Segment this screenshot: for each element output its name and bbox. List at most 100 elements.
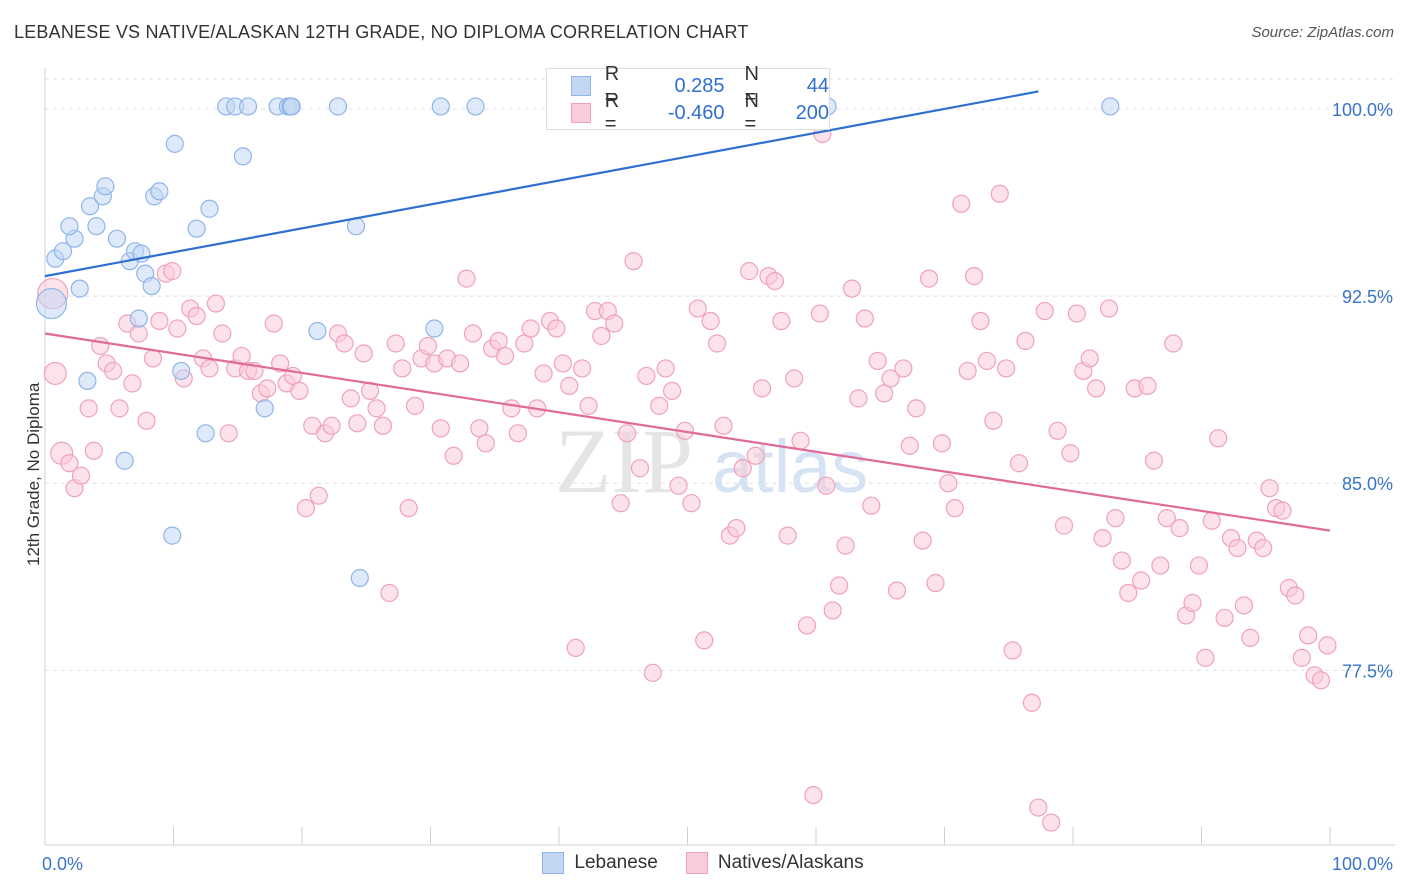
data-point bbox=[431, 97, 450, 116]
data-point bbox=[740, 262, 759, 281]
data-point bbox=[143, 349, 163, 368]
data-point bbox=[238, 97, 258, 116]
legend-item-lebanese[interactable]: Lebanese bbox=[542, 852, 658, 874]
data-point bbox=[79, 399, 98, 418]
data-point bbox=[573, 359, 592, 378]
data-point bbox=[1157, 509, 1176, 528]
data-point bbox=[984, 411, 1003, 430]
data-point bbox=[752, 379, 772, 398]
legend-r-label: R = bbox=[604, 63, 620, 108]
x-tick-labels: 0.0% 100.0% bbox=[42, 854, 1393, 874]
data-point bbox=[87, 217, 106, 236]
axes bbox=[44, 68, 1395, 846]
data-point bbox=[115, 451, 134, 470]
data-point bbox=[926, 573, 945, 593]
data-point bbox=[71, 466, 91, 485]
data-point bbox=[60, 217, 79, 236]
data-point bbox=[733, 459, 752, 478]
data-point bbox=[804, 785, 823, 805]
legend-n-value: 44 bbox=[806, 74, 829, 97]
data-point bbox=[70, 279, 89, 298]
legend-r-value: -0.460 bbox=[667, 101, 725, 124]
data-point bbox=[849, 389, 868, 408]
data-point bbox=[592, 326, 611, 346]
data-point bbox=[971, 311, 990, 331]
data-point bbox=[964, 267, 984, 286]
data-point bbox=[348, 414, 367, 433]
data-point bbox=[1003, 641, 1022, 660]
data-point bbox=[271, 354, 290, 373]
data-point bbox=[817, 476, 836, 495]
data-point bbox=[605, 314, 624, 333]
x-tick-label: 100.0% bbox=[1332, 854, 1393, 874]
data-point bbox=[110, 399, 129, 418]
data-point bbox=[990, 184, 1009, 203]
legend-swatch-lebanese bbox=[571, 76, 591, 96]
data-point bbox=[765, 272, 784, 291]
data-point bbox=[701, 311, 720, 331]
data-point bbox=[137, 411, 156, 430]
data-point bbox=[163, 262, 182, 281]
data-point bbox=[1087, 379, 1106, 398]
data-point bbox=[778, 526, 797, 545]
data-point bbox=[1035, 301, 1054, 321]
legend-swatch-natives bbox=[685, 852, 708, 874]
data-point bbox=[1215, 608, 1234, 628]
data-point bbox=[618, 424, 637, 443]
trend-lines bbox=[44, 90, 1331, 532]
data-point bbox=[695, 631, 714, 650]
data-point bbox=[354, 344, 373, 363]
data-point bbox=[560, 376, 579, 395]
data-point bbox=[823, 601, 842, 620]
data-point bbox=[707, 334, 727, 353]
data-point bbox=[1144, 451, 1164, 470]
data-point bbox=[495, 346, 515, 366]
data-point bbox=[714, 416, 733, 435]
source-credit: Source: ZipAtlas.com bbox=[1251, 24, 1394, 41]
y-tick-label: 92.5% bbox=[1342, 287, 1393, 307]
data-point bbox=[952, 194, 971, 213]
y-tick-labels: 77.5% 85.0% 92.5% 100.0% bbox=[1332, 100, 1393, 681]
data-point bbox=[830, 576, 849, 595]
data-point bbox=[35, 287, 68, 320]
data-point bbox=[785, 369, 804, 388]
data-point bbox=[200, 359, 219, 378]
data-point bbox=[688, 299, 707, 318]
data-point bbox=[624, 252, 643, 271]
data-point bbox=[1151, 556, 1170, 575]
data-point bbox=[894, 359, 913, 378]
data-point bbox=[1202, 511, 1221, 530]
data-point bbox=[168, 319, 187, 338]
data-point bbox=[1119, 583, 1138, 603]
data-point bbox=[862, 496, 881, 515]
data-point bbox=[515, 334, 534, 353]
data-point bbox=[328, 97, 348, 116]
data-point bbox=[1164, 334, 1183, 353]
data-point bbox=[187, 219, 206, 238]
data-point bbox=[977, 351, 997, 371]
data-point bbox=[1234, 596, 1254, 615]
data-point bbox=[1016, 331, 1035, 351]
data-point bbox=[142, 276, 161, 296]
data-point bbox=[521, 319, 540, 338]
data-point bbox=[797, 616, 817, 635]
data-point bbox=[470, 419, 489, 438]
data-point bbox=[579, 396, 598, 415]
legend-n-value: 200 bbox=[795, 101, 829, 124]
data-point bbox=[637, 366, 656, 386]
trend-line-lebanese bbox=[44, 90, 1039, 278]
data-point bbox=[418, 336, 438, 356]
data-point bbox=[1183, 593, 1202, 613]
data-point bbox=[662, 381, 682, 400]
y-axis-label: 12th Grade, No Diploma bbox=[24, 382, 43, 566]
legend-box: R = 0.285 N = 44 R = -0.460 N = 200 bbox=[546, 63, 830, 135]
data-point bbox=[393, 359, 412, 378]
data-point bbox=[200, 199, 219, 218]
data-point bbox=[296, 499, 315, 518]
legend-item-natives[interactable]: Natives/Alaskans bbox=[685, 852, 864, 874]
data-point bbox=[1080, 349, 1099, 368]
data-point bbox=[489, 331, 508, 351]
data-point bbox=[187, 306, 206, 326]
data-point bbox=[1054, 516, 1074, 535]
